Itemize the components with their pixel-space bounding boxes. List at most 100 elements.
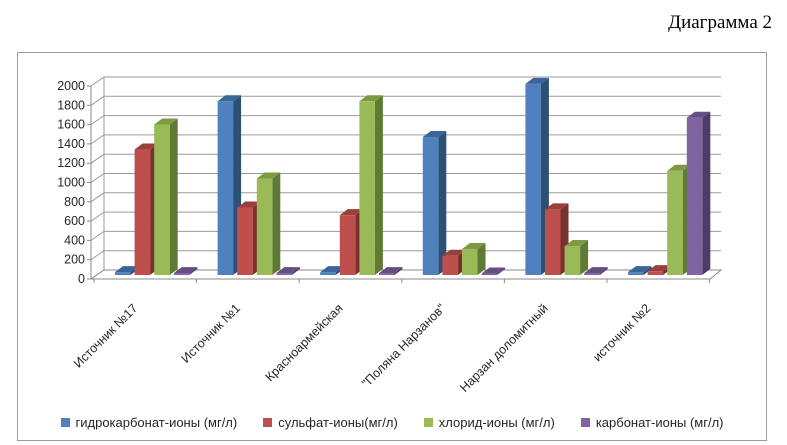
bar-s0-c2-top xyxy=(320,266,344,273)
bar-s3-c5-side xyxy=(702,111,711,275)
bar-s0-c0-front xyxy=(115,272,131,275)
y-tick-label: 0 xyxy=(78,272,85,286)
bar-s2-c0-top xyxy=(154,118,178,125)
bar-s3-c0-top xyxy=(173,267,198,274)
legend-swatch-chloride xyxy=(423,418,433,427)
bar-s2-c0-side xyxy=(169,118,178,276)
bar-s1-c1-top xyxy=(237,201,261,208)
bar-s1-c2-top xyxy=(339,209,364,216)
legend-swatch-hydrocarbonate xyxy=(60,418,70,427)
legend-label-carbonate: карбонат-ионы (мг/л) xyxy=(595,415,724,430)
bar-s1-c0-front xyxy=(134,149,151,275)
legend-item-chloride: хлорид-ионы (мг/л) xyxy=(423,415,555,430)
y-tick-label: 1800 xyxy=(57,98,85,112)
chart-legend: гидрокарбонат-ионы (мг/л) сульфат-ионы(м… xyxy=(18,415,766,430)
bar-s0-c5-top xyxy=(628,266,652,273)
y-tick-label: 1200 xyxy=(57,156,85,170)
y-tick-label: 1000 xyxy=(57,176,85,190)
plot-svg: 0 200 400 600 800 1000 1200 1400 1600 1800 2000 Ист… xyxy=(57,76,723,395)
bar-s2-c1-top xyxy=(256,172,281,179)
bar-s1-c0-top xyxy=(134,143,159,150)
gridline-side xyxy=(90,95,105,106)
legend-swatch-sulfate xyxy=(263,418,273,427)
bar-s0-c4-front xyxy=(525,83,541,276)
y-tick-label: 400 xyxy=(64,233,85,247)
bar-s2-c2-side xyxy=(374,95,383,275)
bar-s3-c3-front xyxy=(481,273,498,276)
bar-s2-c2-top xyxy=(359,95,383,102)
bar-s0-c5-front xyxy=(628,272,644,275)
x-category-label: Красноармейская xyxy=(263,301,346,384)
bar-s1-c4-front xyxy=(545,209,561,275)
bar-s1-c2-front xyxy=(339,215,356,275)
bar-s1-c5-top xyxy=(647,265,672,272)
bar-s1-c3-top xyxy=(442,249,466,256)
bar-s3-c4-top xyxy=(584,267,608,274)
gridline-side xyxy=(90,153,105,164)
bar-s2-c3-side xyxy=(477,242,486,275)
bar-s0-c3-side xyxy=(438,131,447,275)
bar-s2-c4-top xyxy=(564,240,589,247)
bar-s0-c1-front xyxy=(217,101,234,275)
bar-s0-c2-front xyxy=(320,272,336,275)
bar-s3-c3-top xyxy=(481,267,506,274)
gridline-side xyxy=(90,76,105,87)
gridline-side xyxy=(90,173,105,183)
bar-s2-c5-front xyxy=(667,170,683,275)
y-tick-label: 200 xyxy=(64,253,85,267)
bar-s2-c1-side xyxy=(272,172,281,275)
gridline-side xyxy=(90,115,105,126)
bar-s2-c2-front xyxy=(359,101,375,275)
legend-item-hydrocarbonate: гидрокарбонат-ионы (мг/л) xyxy=(60,415,238,430)
bar-s3-c4-side xyxy=(599,267,608,275)
bar-s3-c5-top xyxy=(686,111,711,118)
x-category-label: Нарзан доломитный xyxy=(457,301,551,395)
chart-frame: 0 200 400 600 800 1000 1200 1400 1600 1800 2000 Ист… xyxy=(17,52,767,441)
legend-item-sulfate: сульфат-ионы(мг/л) xyxy=(263,415,398,430)
document-title: Диаграмма 2 xyxy=(668,12,772,33)
bar-s1-c5-front xyxy=(647,271,664,275)
x-category-label: "Поляна Нарзанов" xyxy=(359,301,448,390)
bar-s3-c2-side xyxy=(394,267,403,275)
bar-s1-c1-front xyxy=(237,207,253,275)
legend-swatch-carbonate xyxy=(580,418,590,427)
gridline-side xyxy=(90,211,105,222)
legend-item-carbonate: карбонат-ионы (мг/л) xyxy=(580,415,724,430)
bar-s2-c4-side xyxy=(580,240,589,275)
bar-s1-c3-front xyxy=(442,255,458,275)
bar-s2-c3-top xyxy=(462,242,486,249)
bar-s1-c4-top xyxy=(545,203,569,210)
bar-s0-c4-top xyxy=(525,77,549,84)
legend-label-chloride: хлорид-ионы (мг/л) xyxy=(438,415,555,430)
gridline-side xyxy=(90,134,105,145)
bar-s0-c0-top xyxy=(115,266,139,273)
y-tick-label: 1600 xyxy=(57,118,85,132)
bar-s0-c5-side xyxy=(643,266,652,275)
gridline-side xyxy=(90,192,105,203)
bar-s3-c1-side xyxy=(291,267,300,275)
y-tick-label: 800 xyxy=(64,195,85,209)
bar-s3-c4-front xyxy=(584,273,600,275)
bar-s2-c1-front xyxy=(256,178,273,275)
gridline-side xyxy=(90,250,105,261)
bar-s2-c5-top xyxy=(667,164,691,171)
y-tick-label: 2000 xyxy=(57,79,85,93)
bar-s2-c3-front xyxy=(462,248,478,275)
bar-s3-c2-top xyxy=(379,267,403,274)
bar-s0-c3-top xyxy=(422,131,447,138)
bar-s3-c3-side xyxy=(497,267,506,275)
bar-s2-c0-front xyxy=(154,124,170,276)
x-category-label: источник №2 xyxy=(590,301,653,364)
legend-label-hydrocarbonate: гидрокарбонат-ионы (мг/л) xyxy=(75,415,238,430)
y-tick-label: 1400 xyxy=(57,137,85,151)
bar-s3-c2-front xyxy=(379,273,395,275)
bar-s3-c0-side xyxy=(189,267,198,275)
bar-s3-c1-front xyxy=(276,273,292,275)
bar-s3-c5-front xyxy=(686,117,703,275)
x-category-label: Источник №1 xyxy=(179,301,244,366)
bar-s2-c4-front xyxy=(564,246,581,275)
bar-s0-c1-top xyxy=(217,95,242,102)
gridline-side xyxy=(90,230,105,241)
bar-s3-c1-top xyxy=(276,267,300,274)
